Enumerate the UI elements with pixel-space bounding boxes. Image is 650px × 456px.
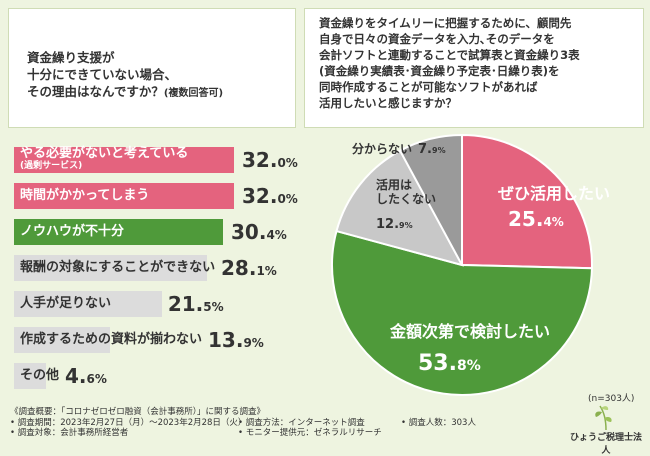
bar-value: 32.0% [242,183,298,212]
company-name: ひょうご税理士法人 [569,433,642,456]
bar-row: その他 4.6% [14,363,314,389]
survey-footer: 《調査概要：「コロナゼロゼロ融資（会計事務所）」に関する調査》 • 調査期間：2… [10,407,570,439]
bar-label: その他 [20,368,60,383]
pie-label-name: 金額次第で検討したい [390,322,551,341]
bar-value-dec: 0% [277,156,298,170]
bar-label: ノウハウが不十分 [20,224,125,239]
bar-value: 21.5% [168,291,224,320]
bar-value-int: 30. [231,220,267,244]
bar-value-dec: 9% [243,336,264,350]
bar-value: 32.0% [242,147,298,176]
bar-fill [14,219,223,245]
pie-label-name: 分からない [352,142,413,156]
bar-label: やる必要がないと考えている (過剰サービス) [20,146,189,172]
bar-row: 人手が足りない 21.5% [14,291,314,317]
bar-row: やる必要がないと考えている (過剰サービス) 32.0% [14,147,314,173]
left-question-line3-main: その理由はなんですか？ [27,84,164,99]
bar-label: 作成するための資料が揃わない [20,332,203,347]
pie-value-int: 7. [418,142,432,157]
pie-value-dec: 4% [543,215,564,230]
bar-value: 28.1% [221,255,277,284]
bar-value-int: 21. [167,292,204,316]
bar-value-int: 32. [242,184,278,208]
survey-period: • 調査期間：2023年2月27日（月）～2023年2月28日（火） [10,417,247,428]
bar-fill [14,291,162,317]
pie-slice [398,133,463,266]
survey-monitor: • モニター提供元：ゼネラルリサーチ [238,428,382,438]
bar-value: 30.4% [231,219,287,248]
pie-slice [331,229,593,396]
sample-size-note: (n=303人) [588,394,635,404]
bar-label: 報酬の対象にすることができない [20,260,216,275]
pie-slice [461,133,593,270]
bar-fill [14,147,234,173]
survey-method: • 調査方法：インターネット調査 [238,417,365,428]
bar-fill [14,363,46,389]
left-question-line3: その理由はなんですか？(複数回答可) [27,83,287,102]
pie-value-dec: 8% [456,358,481,375]
bar-label-sub: (過剰サービス) [20,161,83,171]
bar-value-int: 13. [208,328,244,352]
pie-label-name: 活用は したくない [376,178,437,207]
left-question-card: 資金繰り支援が 十分にできていない場合、 その理由はなんですか？(複数回答可) [8,8,296,128]
bar-label-main: やる必要がないと考えている [20,146,189,161]
bar-row: 作成するための資料が揃わない 13.9% [14,327,314,353]
pie-label: ぜひ活用したい 25.4% [498,184,610,231]
bar-value-dec: 4% [266,228,287,242]
pie-value-int: 53. [418,351,457,377]
left-question-note: (複数回答可) [163,88,224,99]
pie-label-value: 53.8% [418,351,550,377]
bar-value-dec: 1% [256,264,277,278]
bar-fill [14,327,110,353]
survey-count: • 調査人数：303人 [401,417,476,428]
right-question-text: 資金繰りをタイムリーに把握するために、顧問先 自身で日々の資金データを入力､その… [319,16,580,110]
bar-value-dec: 0% [277,192,298,206]
company-logo: ひょうご税理士法人 [566,402,646,456]
left-question-text: 資金繰り支援が 十分にできていない場合、 その理由はなんですか？(複数回答可) [27,49,287,102]
left-question-line1: 資金繰り支援が [27,50,115,65]
survey-row-2: • 調査対象：会計事務所経営者 • モニター提供元：ゼネラルリサーチ [10,428,570,439]
survey-title: 《調査概要：「コロナゼロゼロ融資（会計事務所）」に関する調査》 [10,407,266,417]
leaf-logo-icon [595,405,612,431]
bar-fill [14,255,208,281]
pie-label-value: 7.9% [418,142,446,157]
pie-label-value: 25.4% [508,207,610,231]
pie-value-dec: 9% [399,220,413,230]
pie-label: 活用は したくない 12.9% [376,178,436,232]
pie-label: 分からない 7.9% [352,142,446,158]
survey-target: • 調査対象：会計事務所経営者 [10,428,129,438]
bar-value-dec: 5% [203,300,224,314]
bar-value: 4.6% [65,363,107,392]
bar-row: 時間がかかってしまう 32.0% [14,183,314,209]
bar-fill [14,183,234,209]
bar-value-int: 32. [242,148,278,172]
pie-label-name: ぜひ活用したい [498,184,611,203]
pie-value-dec: 9% [432,146,446,155]
pie-label-value: 12.9% [376,217,436,233]
left-question-line2: 十分にできていない場合、 [27,67,178,82]
bar-label: 時間がかかってしまう [20,188,150,203]
bar-value-int: 4. [65,364,87,388]
pie-value-int: 12. [376,216,400,232]
pie-value-int: 25. [508,207,544,232]
survey-row-1: • 調査期間：2023年2月27日（月）～2023年2月28日（火） • 調査方… [10,418,570,429]
right-question-card: 資金繰りをタイムリーに把握するために、顧問先 自身で日々の資金データを入力､その… [304,8,644,128]
pie-slice [335,149,464,267]
bar-value-dec: 6% [86,372,107,386]
bar-value: 13.9% [208,327,264,356]
bar-row: 報酬の対象にすることができない 28.1% [14,255,314,281]
bar-row: ノウハウが不十分 30.4% [14,219,314,245]
bar-value-int: 28. [221,256,257,280]
bar-label: 人手が足りない [20,296,112,311]
pie-label: 金額次第で検討したい 53.8% [386,322,550,378]
